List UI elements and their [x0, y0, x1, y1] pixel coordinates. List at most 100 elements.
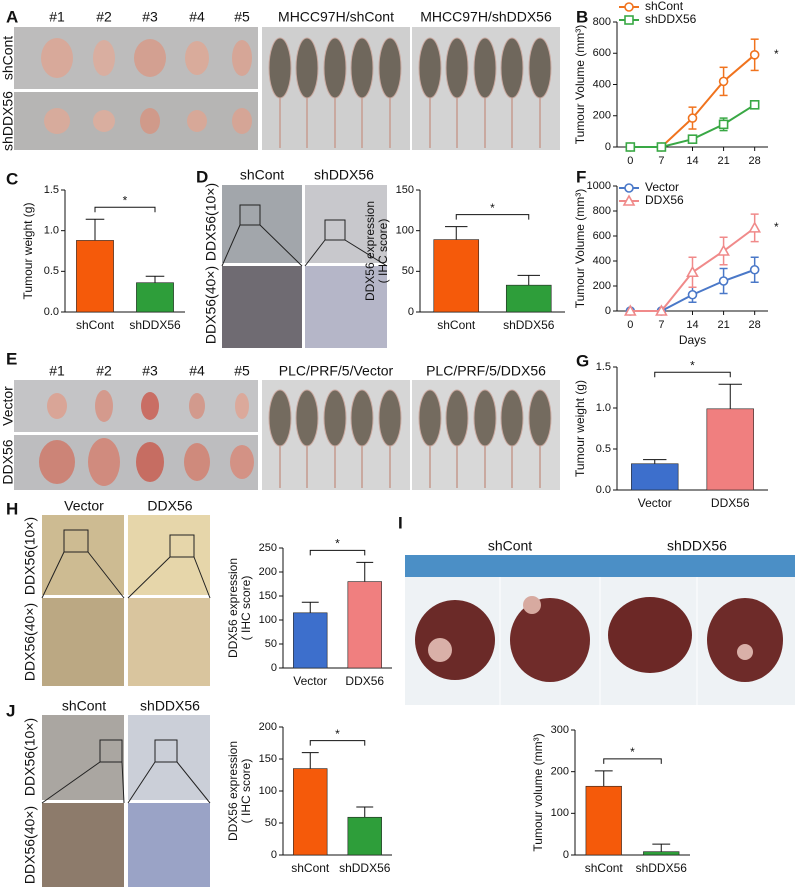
row-label: DDX56(10×): [203, 183, 219, 261]
panel-letter: G: [576, 351, 589, 370]
panel-letter: F: [576, 167, 586, 186]
y-tick-label: 150: [259, 590, 277, 602]
significance-bracket: [654, 371, 731, 378]
tumour-id: #4: [189, 363, 205, 379]
photo-tumours-a: [14, 27, 258, 150]
row-label: DDX56(10×): [22, 718, 38, 796]
tumour-id: #5: [234, 9, 250, 25]
y-tick-label: 300: [551, 724, 569, 736]
x-tick-label: 21: [717, 155, 729, 167]
legend-label: Vector: [645, 180, 679, 194]
marker: [624, 2, 634, 12]
bar: [505, 284, 552, 313]
y-tick-label: 200: [593, 280, 611, 292]
y-tick-label: 0: [563, 849, 569, 861]
x-tick-label: 0: [627, 155, 633, 167]
group-label: MHCC97H/shCont: [278, 9, 394, 25]
x-tick-label: 14: [686, 155, 698, 167]
tumour-id: #5: [234, 363, 250, 379]
panel-letter: J: [6, 701, 15, 720]
marker: [624, 15, 634, 25]
x-axis-label: Days: [679, 333, 706, 347]
bar: [136, 282, 174, 313]
tumour-id: #4: [189, 9, 205, 25]
marker: [622, 194, 636, 206]
bar: [293, 768, 328, 856]
y-axis-label: ( IHC score): [239, 576, 253, 641]
marker: [687, 113, 698, 123]
column-label: shDDX56: [667, 538, 727, 554]
x-tick-label: shCont: [585, 861, 624, 875]
photo-ihc-j: [41, 715, 211, 887]
marker: [624, 183, 634, 193]
annotation: *: [630, 745, 635, 759]
significance-bracket: [94, 206, 156, 213]
y-tick-label: 800: [593, 16, 611, 28]
row-label: Vector: [0, 386, 16, 426]
column-label: shCont: [62, 698, 106, 714]
tumour-id: #1: [49, 9, 65, 25]
marker: [656, 142, 667, 152]
panel-letter: C: [6, 169, 18, 188]
y-tick-label: 0.0: [596, 484, 611, 496]
column-label: shCont: [240, 167, 284, 183]
marker: [623, 304, 637, 316]
x-tick-label: 7: [658, 319, 664, 331]
y-axis-label: ( IHC score): [376, 219, 390, 284]
y-tick-label: 50: [265, 638, 277, 650]
y-tick-label: 150: [259, 753, 277, 765]
x-tick-label: 7: [658, 155, 664, 167]
bar: [706, 408, 754, 491]
y-axis-label: DDX56 expression: [226, 558, 240, 658]
significance-bracket: [309, 549, 366, 556]
y-axis-label: Tumour Volume (mm³): [573, 189, 587, 309]
x-tick-label: shCont: [291, 861, 330, 875]
x-tick-label: shCont: [76, 318, 115, 332]
group-label: PLC/PRF/5/DDX56: [426, 363, 546, 379]
y-tick-label: 0: [605, 141, 611, 153]
bar: [631, 463, 679, 491]
bar: [347, 581, 382, 669]
x-tick-label: 28: [749, 319, 761, 331]
photo-tumours-e: [14, 380, 258, 490]
y-axis-label: DDX56 expression: [226, 741, 240, 841]
marker: [717, 244, 730, 256]
panel-letter: E: [6, 349, 17, 368]
y-tick-label: 1.0: [44, 225, 59, 237]
tumour-id: #3: [142, 363, 158, 379]
column-label: shDDX56: [314, 167, 374, 183]
marker: [625, 142, 636, 152]
row-label: DDX56: [0, 439, 16, 484]
bar: [643, 851, 680, 856]
x-tick-label: Vector: [293, 674, 327, 688]
y-axis-label: DDX56 expression: [363, 201, 377, 301]
y-axis-label: Tumour weight (g): [573, 380, 587, 477]
x-tick-label: 21: [717, 319, 729, 331]
column-label: shCont: [488, 538, 532, 554]
y-axis-label: ( IHC score): [239, 759, 253, 824]
row-label: DDX56(10×): [22, 517, 38, 595]
marker: [748, 221, 762, 233]
tumour-id: #2: [96, 363, 112, 379]
panel-letter: A: [6, 7, 18, 26]
x-tick-label: shDDX56: [129, 318, 181, 332]
tumour-id: #1: [49, 363, 65, 379]
x-tick-label: shDDX56: [503, 318, 555, 332]
y-tick-label: 0: [271, 849, 277, 861]
y-axis-label: Tumour volume (mm³): [531, 733, 545, 851]
row-label: shCont: [0, 36, 16, 80]
annotation: *: [774, 47, 779, 61]
marker: [687, 289, 698, 300]
y-tick-label: 400: [593, 78, 611, 90]
significance-bracket: [603, 758, 662, 764]
annotation: *: [123, 193, 128, 207]
panel-letter: B: [576, 7, 588, 26]
y-tick-label: 1.5: [596, 361, 611, 373]
marker: [718, 76, 729, 87]
y-tick-label: 250: [259, 542, 277, 554]
legend-label: DDX56: [645, 193, 684, 207]
y-tick-label: 0: [408, 306, 414, 318]
y-tick-label: 0.5: [596, 443, 611, 455]
y-tick-label: 200: [551, 766, 569, 778]
legend-label: shCont: [645, 0, 684, 13]
